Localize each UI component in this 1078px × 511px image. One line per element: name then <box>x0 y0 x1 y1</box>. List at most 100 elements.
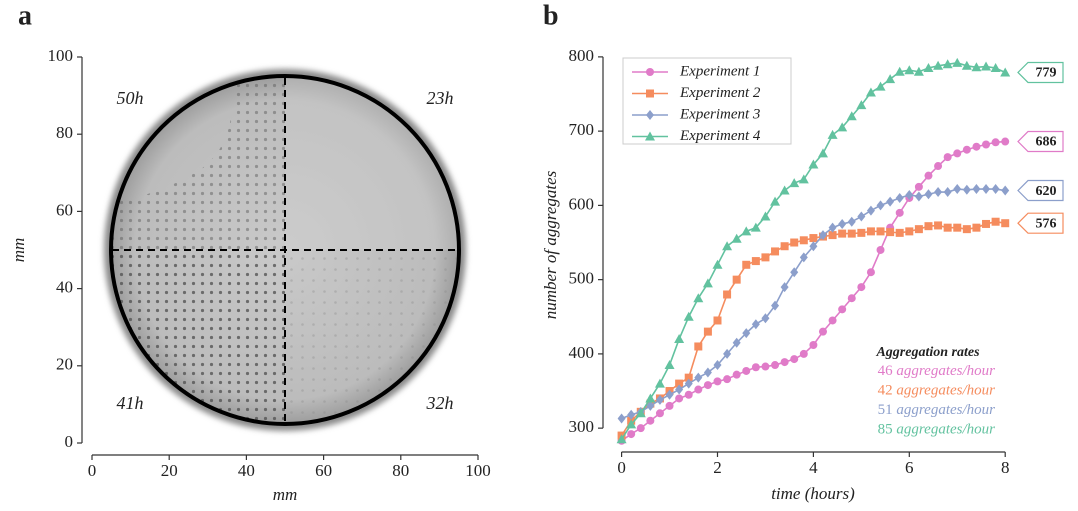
point <box>818 230 827 241</box>
x-tick-label: 4 <box>809 458 818 477</box>
point <box>953 184 962 195</box>
point <box>655 409 664 418</box>
point <box>827 129 838 139</box>
point <box>694 342 703 351</box>
point <box>675 379 684 388</box>
point <box>723 290 732 299</box>
point <box>876 227 885 236</box>
rate-unit: aggregates/hour <box>896 383 995 399</box>
point <box>684 378 693 389</box>
point <box>857 211 866 222</box>
point <box>865 87 876 97</box>
point <box>847 216 856 227</box>
point <box>732 275 741 284</box>
point <box>1001 137 1010 146</box>
point <box>790 355 799 364</box>
point <box>771 361 780 370</box>
point <box>885 74 896 84</box>
x-tick-label: 100 <box>465 461 491 480</box>
panel-label: b <box>543 0 559 31</box>
point <box>779 185 790 195</box>
point <box>703 381 712 390</box>
point <box>808 159 819 169</box>
point <box>943 153 952 162</box>
point <box>828 222 837 233</box>
y-tick-label: 600 <box>569 194 595 213</box>
point <box>723 375 732 384</box>
y-tick-label: 300 <box>569 417 595 436</box>
legend-box <box>622 57 792 145</box>
point <box>886 196 895 207</box>
point <box>923 63 934 73</box>
point <box>684 390 693 399</box>
rate-label: 51 aggregates/hour <box>878 402 996 418</box>
point <box>616 434 627 444</box>
legend-marker <box>646 68 654 76</box>
legend-label: Experiment 3 <box>679 106 760 122</box>
point <box>617 413 626 424</box>
point <box>799 349 808 358</box>
point <box>799 236 808 245</box>
point <box>789 178 800 188</box>
point <box>645 393 656 403</box>
point <box>646 416 655 425</box>
point <box>760 211 771 221</box>
y-tick-label: 800 <box>569 46 595 65</box>
point <box>857 283 866 292</box>
point <box>790 238 799 247</box>
point <box>828 316 837 325</box>
point <box>817 148 828 158</box>
end-tag <box>1017 130 1064 153</box>
point <box>675 394 684 403</box>
point <box>693 293 704 303</box>
point <box>683 311 694 321</box>
point <box>895 208 904 217</box>
point <box>674 334 685 344</box>
rate-unit: aggregates/hour <box>896 363 995 379</box>
rate-value: 42 <box>878 383 893 399</box>
point <box>982 219 991 228</box>
point <box>770 196 781 206</box>
rate-label: 85 aggregates/hour <box>878 422 996 438</box>
point <box>962 145 971 154</box>
y-tick-label: 700 <box>569 120 595 139</box>
point <box>953 223 962 232</box>
point <box>934 162 943 171</box>
point <box>750 222 761 232</box>
point <box>722 241 733 251</box>
x-tick-label: 2 <box>713 458 722 477</box>
end-tag <box>1017 61 1064 84</box>
point <box>828 231 837 240</box>
point <box>713 316 722 325</box>
point <box>790 267 799 278</box>
panel-label: a <box>18 0 32 31</box>
point <box>886 228 895 237</box>
point <box>991 184 1000 195</box>
point <box>635 408 646 418</box>
y-tick-label: 20 <box>56 355 73 374</box>
end-value-label: 779 <box>1036 66 1057 81</box>
point <box>942 59 953 69</box>
quadrant-time: 23h <box>427 88 454 108</box>
point <box>905 189 914 200</box>
point <box>732 370 741 379</box>
point <box>913 66 924 76</box>
point <box>991 217 1000 226</box>
x-tick-label: 40 <box>238 461 255 480</box>
point <box>846 111 857 121</box>
point <box>626 419 637 429</box>
point <box>876 200 885 211</box>
point <box>875 81 886 91</box>
point <box>982 140 991 149</box>
point <box>751 319 760 330</box>
point <box>751 257 760 266</box>
rate-value: 51 <box>878 402 893 418</box>
point <box>905 227 914 236</box>
y-tick-label: 500 <box>569 269 595 288</box>
point <box>914 191 923 202</box>
point <box>636 424 645 433</box>
point <box>838 218 847 229</box>
point <box>991 138 1000 147</box>
y-tick-label: 40 <box>56 278 73 297</box>
